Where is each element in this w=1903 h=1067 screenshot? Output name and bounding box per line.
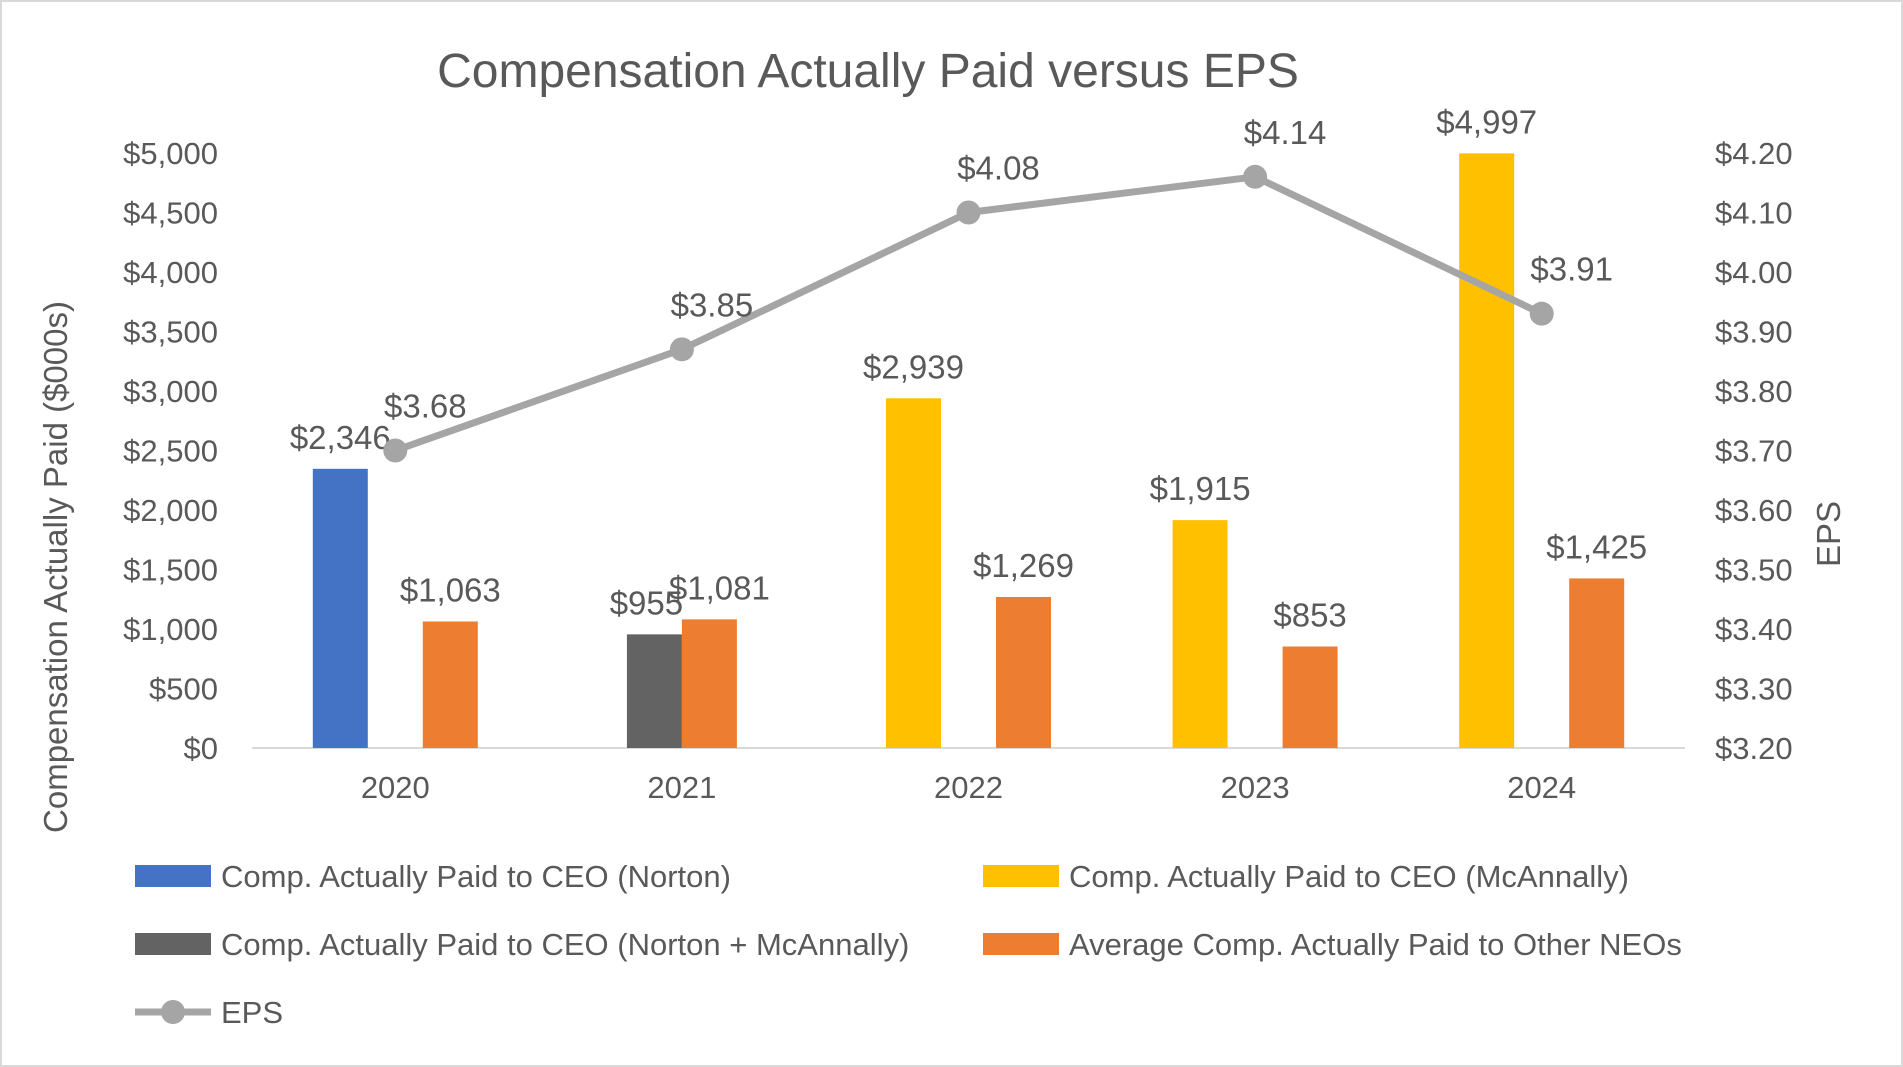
- neo-bar-data-label: $1,081: [669, 569, 770, 606]
- y2-tick-label: $3.40: [1715, 612, 1793, 647]
- legend-label: Comp. Actually Paid to CEO (Norton + McA…: [221, 927, 909, 962]
- eps-point: [956, 200, 981, 225]
- ceo-bar-data-label: $1,915: [1150, 470, 1251, 507]
- y2-tick-label: $4.00: [1715, 255, 1793, 290]
- y2-tick-label: $3.60: [1715, 493, 1793, 528]
- neo-bar-data-label: $853: [1273, 596, 1346, 633]
- ceo-bar-data-label: $2,346: [290, 419, 391, 456]
- y-tick-label: $500: [149, 672, 218, 707]
- ceo-bar: [626, 634, 682, 748]
- ceo-bar-data-label: $4,997: [1436, 103, 1537, 140]
- y-tick-label: $4,000: [123, 255, 218, 290]
- y2-tick-label: $3.70: [1715, 434, 1793, 469]
- eps-point: [1529, 301, 1554, 326]
- y-tick-label: $4,500: [123, 196, 218, 231]
- eps-point: [1243, 164, 1268, 189]
- y2-tick-label: $3.90: [1715, 315, 1793, 350]
- y2-tick-label: $3.80: [1715, 374, 1793, 409]
- y2-tick-label: $3.30: [1715, 672, 1793, 707]
- y2-tick-label: $4.10: [1715, 196, 1793, 231]
- x-tick-label: 2022: [934, 770, 1003, 805]
- ceo-bar: [1172, 520, 1228, 748]
- y-axis-title: Compensation Actually Paid ($000s): [37, 301, 74, 833]
- legend-swatch: [983, 865, 1059, 887]
- y-tick-label: $2,500: [123, 434, 218, 469]
- neo-bar: [1282, 646, 1338, 748]
- ceo-bar: [312, 468, 368, 748]
- eps-data-label: $3.91: [1530, 251, 1613, 288]
- legend: Comp. Actually Paid to CEO (Norton) Comp.…: [135, 859, 1682, 1030]
- y2-tick-label: $4.20: [1715, 136, 1793, 171]
- legend-marker: [161, 1000, 185, 1024]
- neo-bar: [422, 621, 478, 748]
- x-tick-label: 2024: [1507, 770, 1576, 805]
- neo-bar: [1569, 578, 1625, 748]
- eps-data-label: $3.85: [671, 286, 754, 323]
- neo-bar: [681, 619, 737, 748]
- neo-bar-data-label: $1,269: [973, 547, 1074, 584]
- x-tick-label: 2021: [647, 770, 716, 805]
- y2-tick-label: $3.20: [1715, 731, 1793, 766]
- y-tick-label: $3,500: [123, 315, 218, 350]
- y-tick-label: $0: [184, 731, 218, 766]
- y-tick-label: $2,000: [123, 493, 218, 528]
- neo-bar-data-label: $1,063: [400, 572, 501, 609]
- y-tick-label: $5,000: [123, 136, 218, 171]
- y2-axis-title: EPS: [1810, 501, 1847, 567]
- y-tick-label: $1,500: [123, 553, 218, 588]
- ceo-bar-data-label: $955: [610, 584, 683, 621]
- legend-label: Average Comp. Actually Paid to Other NEO…: [1069, 927, 1682, 962]
- chart-title: Compensation Actually Paid versus EPS: [437, 45, 1299, 98]
- eps-data-label: $4.14: [1244, 114, 1327, 151]
- eps-point: [383, 438, 408, 463]
- legend-swatch: [135, 933, 211, 955]
- x-tick-label: 2023: [1221, 770, 1290, 805]
- y2-tick-label: $3.50: [1715, 553, 1793, 588]
- ceo-bar-data-label: $2,939: [863, 348, 964, 385]
- x-tick-label: 2020: [361, 770, 430, 805]
- neo-bar-data-label: $1,425: [1546, 528, 1647, 565]
- eps-data-label: $3.68: [384, 388, 467, 425]
- ceo-bar: [1459, 153, 1515, 748]
- legend-label: Comp. Actually Paid to CEO (Norton): [221, 859, 731, 894]
- eps-data-label: $4.08: [957, 150, 1040, 187]
- legend-swatch: [135, 865, 211, 887]
- plot-area: $0 $500 $1,000 $1,500 $2,000 $2,500 $3,000 $3,5…: [123, 103, 1792, 805]
- legend-label: EPS: [221, 995, 283, 1030]
- ceo-bar: [886, 398, 941, 748]
- y-tick-label: $1,000: [123, 612, 218, 647]
- neo-bar: [996, 596, 1051, 748]
- legend-swatch: [983, 933, 1059, 955]
- y-tick-label: $3,000: [123, 374, 218, 409]
- eps-point: [669, 337, 694, 362]
- legend-label: Comp. Actually Paid to CEO (McAnnally): [1069, 859, 1629, 894]
